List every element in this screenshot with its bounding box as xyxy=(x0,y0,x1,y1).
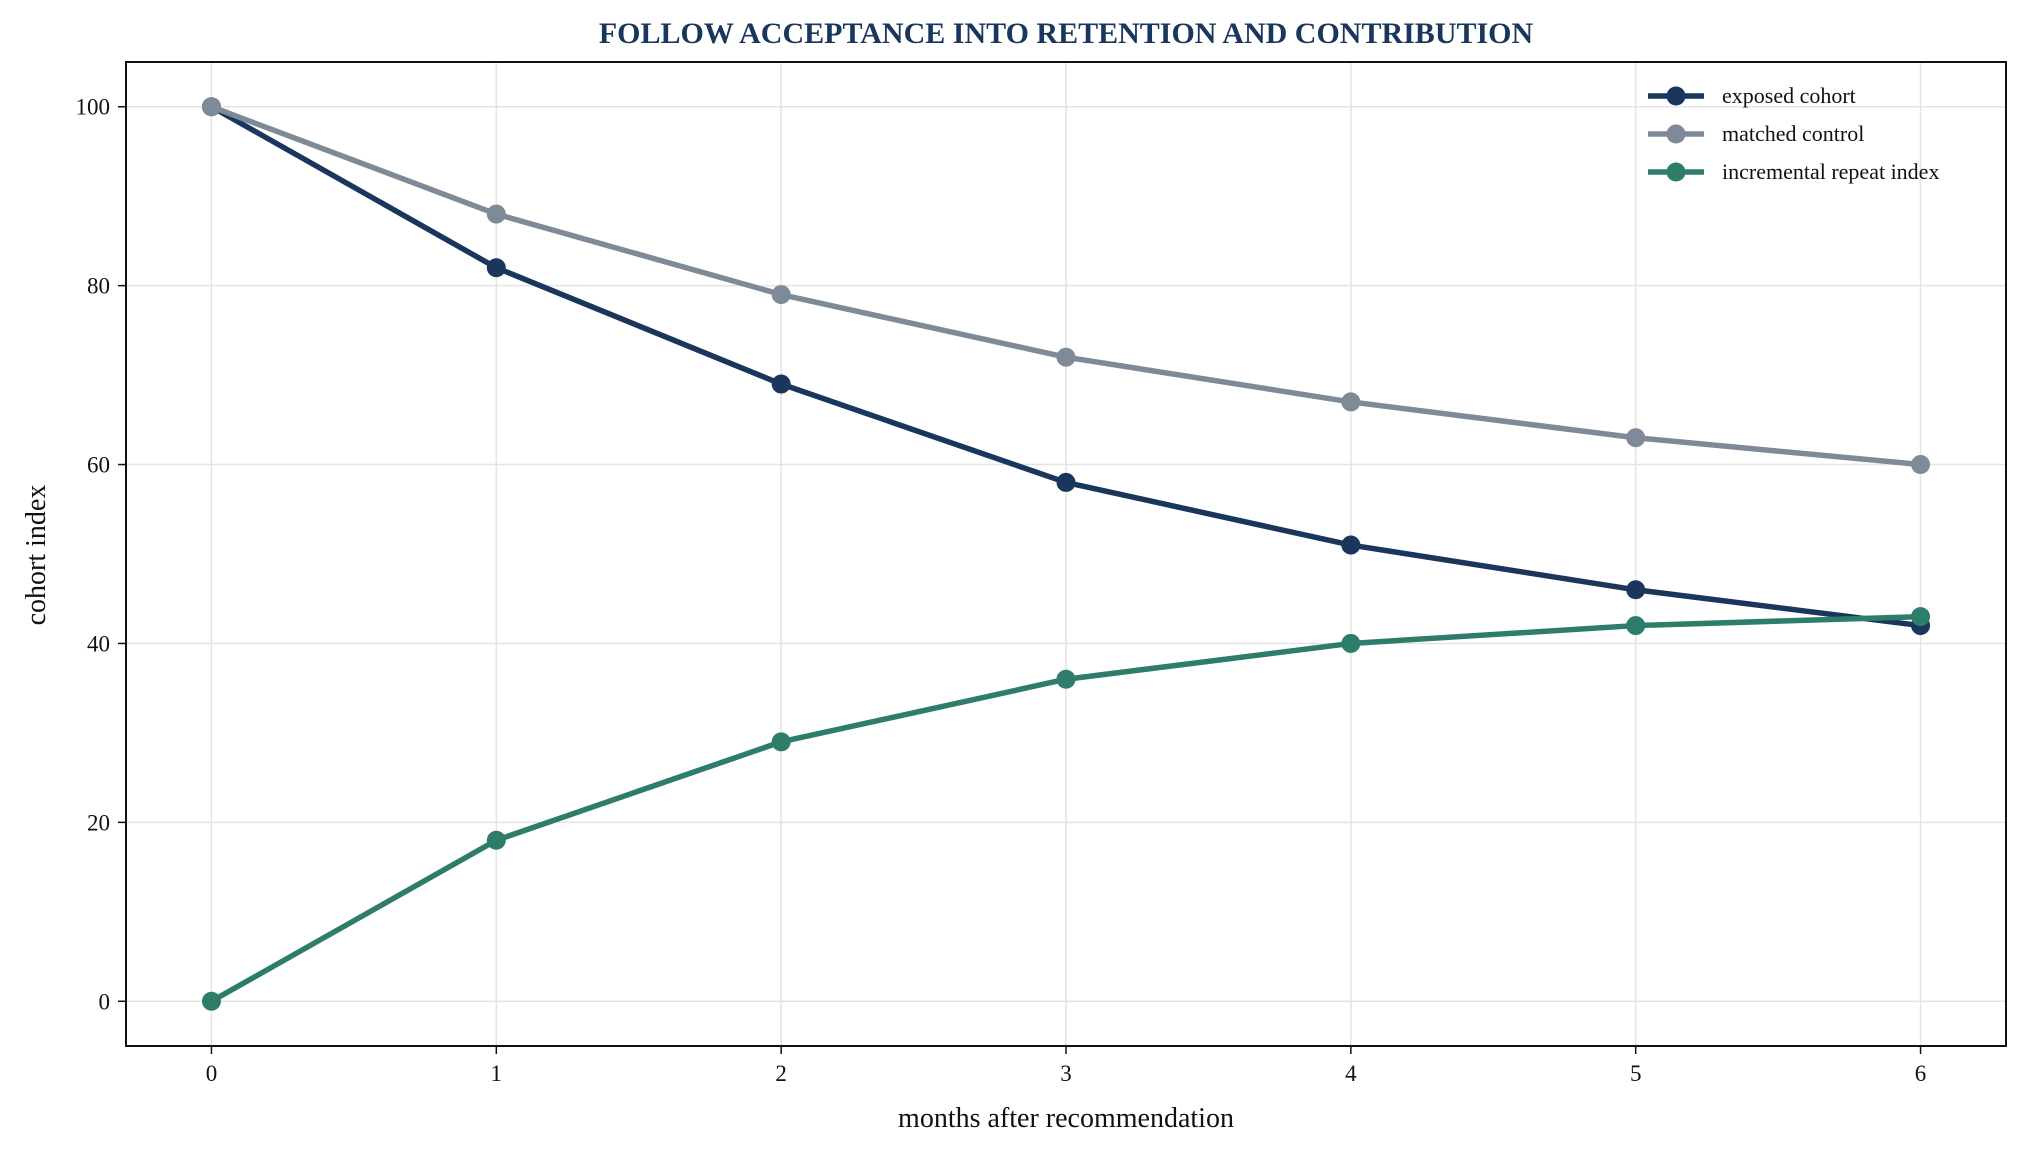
data-point xyxy=(486,258,506,278)
x-tick-label: 4 xyxy=(1345,1061,1357,1086)
y-tick-label: 60 xyxy=(87,453,110,478)
series-matched-control xyxy=(201,97,1931,475)
data-point xyxy=(1341,535,1361,555)
data-point xyxy=(201,991,221,1011)
data-point xyxy=(1056,472,1076,492)
legend-item: matched control xyxy=(1648,121,1864,146)
legend-item: incremental repeat index xyxy=(1648,159,1939,184)
data-point xyxy=(1626,428,1646,448)
data-point xyxy=(1341,633,1361,653)
data-point xyxy=(1911,607,1931,627)
legend-swatch-marker xyxy=(1666,124,1686,144)
x-tick-label: 2 xyxy=(775,1061,787,1086)
legend-label: exposed cohort xyxy=(1722,83,1856,108)
y-tick-label: 80 xyxy=(87,274,110,299)
data-point xyxy=(1626,580,1646,600)
grid xyxy=(126,62,2006,1046)
y-tick-label: 100 xyxy=(76,95,111,120)
y-tick-label: 20 xyxy=(87,810,110,835)
x-tick-label: 1 xyxy=(491,1061,503,1086)
data-point xyxy=(1341,392,1361,412)
y-tick-label: 0 xyxy=(99,989,111,1014)
legend-swatch-marker xyxy=(1666,86,1686,106)
x-tick-label: 6 xyxy=(1915,1061,1927,1086)
data-point xyxy=(1056,669,1076,689)
data-point xyxy=(201,97,221,117)
data-point xyxy=(1056,347,1076,367)
legend: exposed cohort matched control incremental… xyxy=(1648,83,1939,184)
y-axis-label: cohort index xyxy=(21,485,52,626)
chart-title: FOLLOW ACCEPTANCE INTO RETENTION AND CON… xyxy=(599,17,1534,50)
legend-label: incremental repeat index xyxy=(1722,159,1939,184)
series-layer xyxy=(201,97,1931,1011)
data-point xyxy=(486,204,506,224)
data-point xyxy=(771,374,791,394)
y-tick-label: 40 xyxy=(87,631,110,656)
plot-frame xyxy=(125,61,2007,1047)
data-point xyxy=(771,732,791,752)
data-point xyxy=(771,285,791,305)
legend-label: matched control xyxy=(1722,121,1864,146)
x-tick-label: 0 xyxy=(206,1061,218,1086)
x-tick-label: 3 xyxy=(1060,1061,1072,1086)
series-incremental-repeat-index xyxy=(201,607,1931,1011)
legend-item: exposed cohort xyxy=(1648,83,1856,108)
data-point xyxy=(486,830,506,850)
legend-swatch-marker xyxy=(1666,162,1686,182)
x-axis-label: months after recommendation xyxy=(898,1103,1234,1134)
x-tick-label: 5 xyxy=(1630,1061,1642,1086)
data-point xyxy=(1626,616,1646,636)
data-point xyxy=(1911,455,1931,475)
